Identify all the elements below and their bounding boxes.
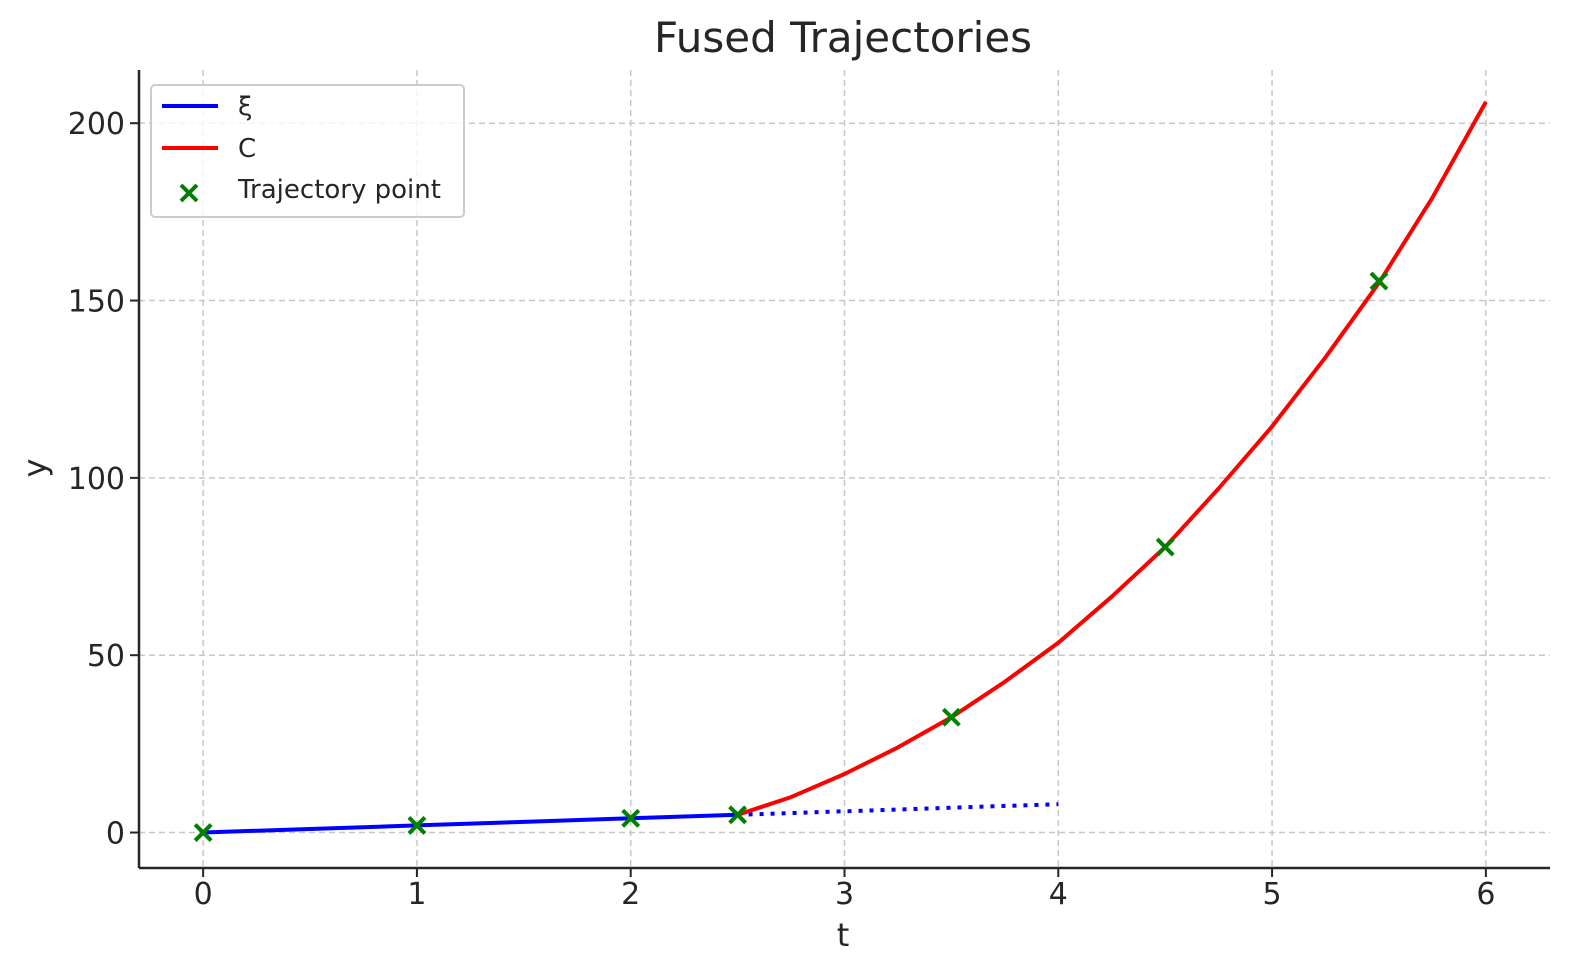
- y-tick-label-3: 150: [68, 285, 125, 320]
- y-tick-label-2: 100: [68, 462, 125, 497]
- legend-label-trajectory-point: Trajectory point: [237, 175, 441, 205]
- series-line-2: [736, 100, 1488, 817]
- legend-label-c: C: [238, 134, 256, 164]
- trajectory-point-6: [1369, 271, 1389, 291]
- y-tick-label-0: 0: [106, 817, 125, 852]
- series-line-1: [737, 802, 1059, 817]
- trajectory-point-1: [407, 816, 427, 835]
- series-line-0: [203, 812, 738, 835]
- trajectory-point-5: [1155, 537, 1175, 557]
- legend-label-xi: ξ: [238, 92, 253, 122]
- trajectory-point-4: [941, 707, 961, 727]
- series-layer: [203, 100, 1488, 835]
- x-tick-label-5: 5: [1263, 877, 1282, 912]
- trajectory-point-2: [621, 808, 641, 828]
- legend: ξ C Trajectory point: [150, 84, 465, 218]
- x-axis-label: t: [837, 916, 850, 954]
- chart-title: Fused Trajectories: [654, 13, 1032, 62]
- trajectory-point-3: [728, 805, 748, 825]
- legend-marker-trajectory-point: [179, 183, 199, 203]
- y-ticks: 0 50 100 150 200: [68, 107, 139, 852]
- points-layer: [193, 271, 1389, 842]
- trajectory-point-0: [193, 823, 213, 842]
- y-tick-label-4: 200: [68, 107, 125, 142]
- legend-box: [150, 84, 465, 218]
- y-axis-label: y: [16, 459, 54, 478]
- y-tick-label-1: 50: [87, 639, 125, 674]
- x-tick-label-0: 0: [194, 877, 213, 912]
- x-tick-label-1: 1: [407, 877, 426, 912]
- x-tick-label-2: 2: [621, 877, 640, 912]
- x-tick-label-4: 4: [1049, 877, 1068, 912]
- x-tick-label-6: 6: [1476, 877, 1495, 912]
- x-tick-label-3: 3: [835, 877, 854, 912]
- x-ticks: 0 1 2 3 4 5 6: [194, 868, 1495, 912]
